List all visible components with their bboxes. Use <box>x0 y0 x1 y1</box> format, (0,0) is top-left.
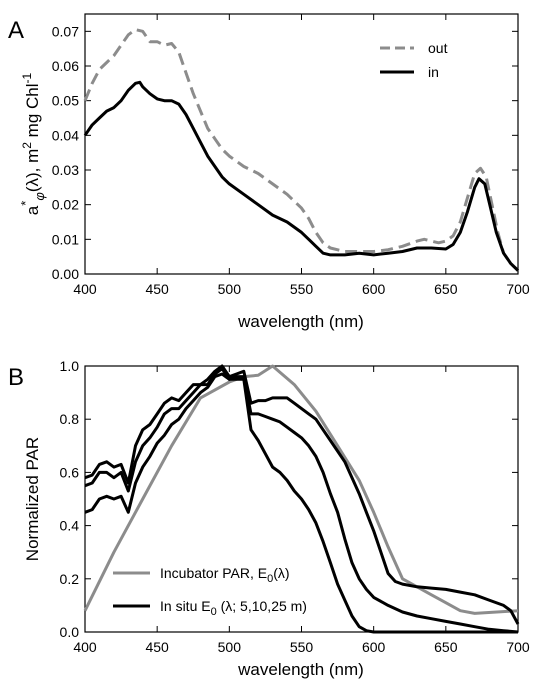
series-line-in-situ-5-m <box>84 364 520 625</box>
ylabel-phi: φ <box>32 192 47 201</box>
panel-a-series <box>83 28 520 272</box>
y-tick-label: 0.01 <box>52 231 79 247</box>
panel-b-letter: B <box>8 364 24 391</box>
panel-a-letter: A <box>8 17 24 44</box>
y-tick-label: 0.02 <box>52 197 79 213</box>
panel-b: B 0.0 0.2 0.4 0.6 0.8 1.0 400 450 500 550 600 650 7… <box>8 358 530 679</box>
x-tick-label: 550 <box>290 281 314 297</box>
ylabel-tail: mg Chl <box>23 83 42 142</box>
panel-a-y-axis-title: a*φ(λ), m2 mg Chl-1 <box>18 72 47 215</box>
series-line-in-situ-25-m <box>84 372 518 634</box>
panel-b-y-axis-title: Normalized PAR <box>23 437 42 561</box>
panel-b-legend: Incubator PAR, E0(λ) In situ E0 (λ; 5,10… <box>113 565 307 618</box>
x-tick-label: 400 <box>73 281 97 297</box>
y-tick-label: 0.06 <box>52 58 79 74</box>
y-tick-label: 0.0 <box>60 624 80 640</box>
x-tick-label: 600 <box>362 639 386 655</box>
legend-label-in: in <box>428 64 439 80</box>
ylabel-sq: 2 <box>20 142 34 149</box>
y-tick-label: 0.07 <box>52 23 79 39</box>
panel-b-series <box>83 364 520 634</box>
x-tick-label: 550 <box>290 639 314 655</box>
panel-b-x-axis: 400 450 500 550 600 650 700 <box>73 366 530 655</box>
x-tick-label: 400 <box>73 639 97 655</box>
panel-a-x-axis-title: wavelength (nm) <box>237 312 364 331</box>
series-line-out <box>83 28 520 272</box>
x-tick-label: 700 <box>506 639 530 655</box>
panel-a: A 0.00 0.01 0.02 0.03 0.04 0.05 0.06 0.07 400 45… <box>8 13 530 331</box>
y-tick-label: 0.4 <box>60 518 80 534</box>
y-tick-label: 1.0 <box>60 358 80 374</box>
y-tick-label: 0.04 <box>52 127 79 143</box>
ylabel-lambda: (λ), m <box>23 149 42 192</box>
x-tick-label: 450 <box>145 281 169 297</box>
x-tick-label: 500 <box>218 281 242 297</box>
y-tick-label: 0.03 <box>52 162 79 178</box>
series-line-incubator-par-e0- <box>83 364 519 615</box>
y-tick-label: 0.00 <box>52 266 79 282</box>
x-tick-label: 700 <box>506 281 530 297</box>
ylabel-star: * <box>18 201 33 206</box>
panel-a-legend: out in <box>380 40 448 80</box>
y-tick-label: 0.05 <box>52 93 79 109</box>
legend-label-incubator: Incubator PAR, E0(λ) <box>160 565 290 585</box>
panel-a-y-axis: 0.00 0.01 0.02 0.03 0.04 0.05 0.06 0.07 <box>52 23 518 282</box>
panel-b-x-axis-title: wavelength (nm) <box>237 660 364 679</box>
x-tick-label: 650 <box>434 281 458 297</box>
y-tick-label: 0.8 <box>60 411 80 427</box>
x-tick-label: 500 <box>218 639 242 655</box>
ylabel-exp: -1 <box>20 72 34 83</box>
panel-b-y-axis: 0.0 0.2 0.4 0.6 0.8 1.0 <box>60 358 518 640</box>
x-tick-label: 600 <box>362 281 386 297</box>
ylabel-a: a <box>23 205 42 215</box>
y-tick-label: 0.2 <box>60 571 80 587</box>
series-line-in-situ-10-m <box>84 367 519 634</box>
series-line-in <box>83 80 520 272</box>
x-tick-label: 650 <box>434 639 458 655</box>
legend-label-insitu: In situ E0 (λ; 5,10,25 m) <box>160 598 307 618</box>
x-tick-label: 450 <box>145 639 169 655</box>
panel-a-x-axis: 400 450 500 550 600 650 700 <box>73 14 530 297</box>
y-tick-label: 0.6 <box>60 464 80 480</box>
legend-label-out: out <box>428 40 448 56</box>
